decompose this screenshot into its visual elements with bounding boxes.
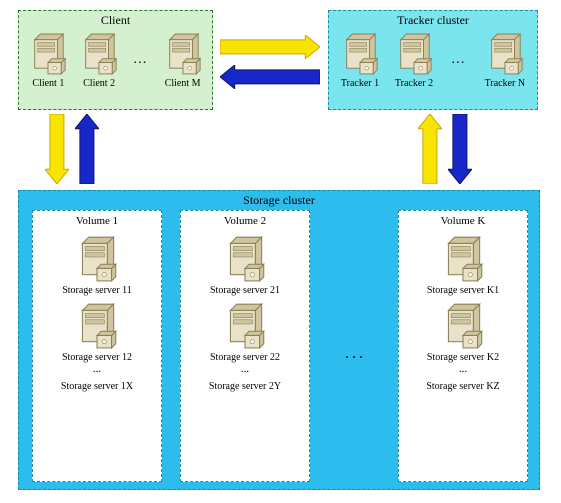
storage-node-label: Storage server K1 — [427, 285, 499, 296]
tracker-node-label: Tracker 1 — [341, 78, 379, 89]
diagram-canvas: Client Client 1 Client 2… Client M Track — [10, 10, 551, 493]
ellipsis: … — [131, 52, 151, 68]
storage-node-label: Storage server 2Y — [181, 379, 309, 392]
ellipsis: ... — [399, 363, 527, 375]
storage-node: Storage server K2 — [399, 300, 527, 363]
server-icon — [442, 300, 484, 350]
arrow-storage-to-client — [75, 114, 99, 184]
ellipsis: … — [449, 52, 469, 68]
tracker-node: Tracker N — [485, 30, 525, 89]
storage-node: Storage server K1 — [399, 233, 527, 296]
storage-node-label: Storage server 21 — [210, 285, 280, 296]
storage-node-label: Storage server 1X — [33, 379, 161, 392]
server-icon — [164, 30, 202, 76]
client-node: Client 1 — [29, 30, 67, 89]
client-node-label: Client M — [165, 78, 201, 89]
server-icon — [80, 30, 118, 76]
arrow-tracker-to-storage — [448, 114, 472, 184]
storage-node-label: Storage server K2 — [427, 352, 499, 363]
tracker-cluster: Tracker cluster Tracker 1 Tracker 2 … Tra… — [328, 10, 538, 110]
ellipsis: ... — [33, 363, 161, 375]
arrow-tracker-to-client — [220, 65, 320, 89]
storage-node-label: Storage server 11 — [62, 285, 132, 296]
server-icon — [76, 300, 118, 350]
client-cluster-title: Client — [19, 11, 212, 28]
client-node-row: Client 1 Client 2 … Client M — [19, 28, 212, 89]
server-icon — [224, 300, 266, 350]
server-icon — [395, 30, 433, 76]
storage-node-label: Storage server KZ — [399, 379, 527, 392]
volume-title: Volume 1 — [33, 211, 161, 229]
storage-node-label: Storage server 22 — [210, 352, 280, 363]
server-icon — [29, 30, 67, 76]
tracker-node: Tracker 1 — [341, 30, 379, 89]
storage-node-label: Storage server 12 — [62, 352, 132, 363]
server-icon — [486, 30, 524, 76]
server-icon — [224, 233, 266, 283]
client-cluster: Client Client 1 Client 2 … Client M — [18, 10, 213, 110]
tracker-node-label: Tracker N — [485, 78, 525, 89]
volume: Volume K Storage server K1 Storage serve… — [398, 210, 528, 482]
client-node-label: Client 1 — [32, 78, 64, 89]
volume: Volume 1 Storage server 11 Storage serve… — [32, 210, 162, 482]
storage-node: Storage server 12 — [33, 300, 161, 363]
client-node-label: Client 2 — [83, 78, 115, 89]
client-node: Client M — [164, 30, 202, 89]
arrow-client-to-storage — [45, 114, 69, 184]
volume-title: Volume K — [399, 211, 527, 229]
server-icon — [442, 233, 484, 283]
ellipsis: ... — [181, 363, 309, 375]
storage-cluster-title: Storage cluster — [19, 191, 539, 208]
server-icon — [76, 233, 118, 283]
storage-node: Storage server 11 — [33, 233, 161, 296]
tracker-cluster-title: Tracker cluster — [329, 11, 537, 28]
server-icon — [341, 30, 379, 76]
arrow-storage-to-tracker — [418, 114, 442, 184]
arrow-client-to-tracker — [220, 35, 320, 59]
ellipsis: ... — [345, 345, 366, 363]
tracker-node-label: Tracker 2 — [395, 78, 433, 89]
storage-node: Storage server 22 — [181, 300, 309, 363]
volume: Volume 2 Storage server 21 Storage serve… — [180, 210, 310, 482]
volume-title: Volume 2 — [181, 211, 309, 229]
storage-node: Storage server 21 — [181, 233, 309, 296]
tracker-node: Tracker 2 — [395, 30, 433, 89]
tracker-node-row: Tracker 1 Tracker 2 … Tracker N — [329, 28, 537, 89]
client-node: Client 2 — [80, 30, 118, 89]
